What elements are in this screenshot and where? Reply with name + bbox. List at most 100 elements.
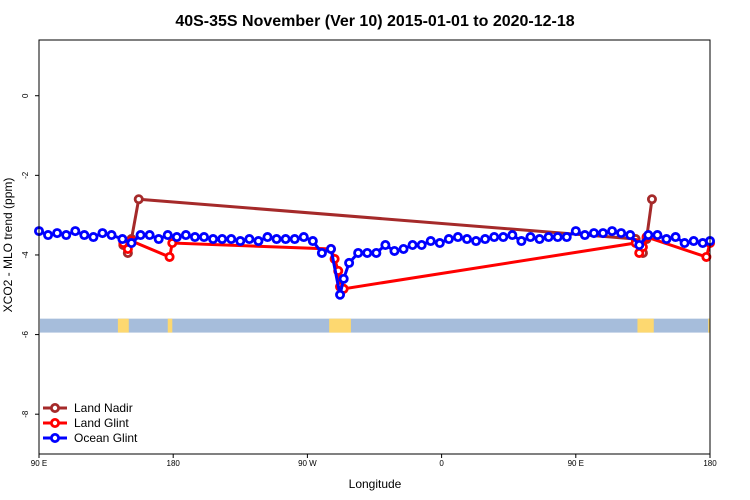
ocean-glint-point (625, 230, 636, 241)
ocean-glint-point (171, 232, 182, 243)
x-axis-label: Longitude (349, 477, 402, 491)
ocean-glint-point (416, 240, 427, 251)
ocean-glint-point (262, 232, 273, 243)
x-tick-label: 180 (703, 459, 717, 468)
ocean-glint-point (162, 230, 173, 241)
ocean-glint-point (525, 232, 536, 243)
series-layer (34, 194, 716, 300)
legend-label-land-nadir: Land Nadir (74, 401, 133, 415)
ocean-glint-point (652, 230, 663, 241)
ocean-glint-point (126, 238, 137, 249)
ocean-glint-point (552, 232, 563, 243)
ocean-glint-point (88, 232, 99, 243)
ocean-glint-point (443, 234, 454, 245)
land-glint-point (164, 251, 175, 262)
ocean-band (40, 318, 710, 333)
ocean-glint-point (199, 232, 210, 243)
ocean-glint-point (298, 232, 309, 243)
ocean-glint-point (335, 289, 346, 300)
plot-frame (38, 39, 711, 455)
ocean-glint-point (208, 234, 219, 245)
ocean-glint-point (534, 234, 545, 245)
axes: 90 E 180 90 W 0 90 E 180 0 -2 -4 -6 -8 (21, 93, 717, 468)
ocean-glint-point (153, 234, 164, 245)
land-patch (708, 318, 710, 333)
ocean-glint-point (226, 234, 237, 245)
ocean-glint-point (307, 236, 318, 247)
ocean-glint-point (106, 230, 117, 241)
ocean-glint-point (217, 234, 228, 245)
ocean-glint-point (253, 236, 264, 247)
land-nadir-point (133, 194, 144, 205)
ocean-glint-point (570, 226, 581, 237)
land-patch (329, 318, 351, 333)
ocean-glint-point (235, 236, 246, 247)
ocean-glint-point (289, 234, 300, 245)
ocean-glint-point (371, 247, 382, 258)
ocean-glint-point (452, 232, 463, 243)
land-nadir-point (646, 194, 657, 205)
ocean-glint-point (579, 230, 590, 241)
x-tick-label: 90 E (31, 459, 47, 468)
ocean-glint-point (588, 228, 599, 239)
ocean-glint-point (316, 247, 327, 258)
chart-title: 40S-35S November (Ver 10) 2015-01-01 to … (175, 13, 574, 30)
ocean-glint-point (489, 232, 500, 243)
ocean-glint-point (389, 245, 400, 256)
ocean-glint-point (598, 228, 609, 239)
legend-label-land-glint: Land Glint (74, 416, 129, 430)
y-tick-label: -2 (21, 171, 30, 179)
ocean-glint-point (325, 243, 336, 254)
y-tick-label: -4 (21, 251, 30, 259)
y-tick-label: -6 (21, 330, 30, 338)
legend-marker-ocean-glint (50, 432, 61, 443)
ocean-glint-point (79, 230, 90, 241)
ocean-glint-point (407, 240, 418, 251)
ocean-glint-point (561, 232, 572, 243)
ocean-glint-point (543, 232, 554, 243)
ocean-glint-point (434, 238, 445, 249)
ocean-glint-point (480, 234, 491, 245)
legend-label-ocean-glint: Ocean Glint (74, 431, 138, 445)
ocean-glint-point (117, 234, 128, 245)
ocean-glint-point (344, 257, 355, 268)
ocean-glint-point (180, 230, 191, 241)
ocean-glint-point (97, 228, 108, 239)
ocean-glint-point (362, 247, 373, 258)
y-tick-label: -8 (21, 410, 30, 418)
y-tick-label: 0 (21, 93, 30, 98)
ocean-glint-point (398, 243, 409, 254)
ocean-glint-point (244, 234, 255, 245)
ocean-glint-point (61, 230, 72, 241)
x-tick-label: 180 (167, 459, 181, 468)
ocean-glint-point (380, 240, 391, 251)
land-patch (167, 318, 173, 333)
land-patch (117, 318, 129, 333)
ocean-glint-point (70, 226, 81, 237)
ocean-glint-point (634, 240, 645, 251)
ocean-glint-point (643, 230, 654, 241)
land-glint-point (701, 251, 712, 262)
ocean-glint-point (471, 236, 482, 247)
ocean-glint-point (189, 232, 200, 243)
legend-marker-land-glint (50, 417, 61, 428)
x-tick-label: 90 E (568, 459, 584, 468)
ocean-glint-point (52, 228, 63, 239)
ocean-glint-point (616, 228, 627, 239)
ocean-glint-point (43, 230, 54, 241)
ocean-glint-point (461, 234, 472, 245)
x-tick-label: 90 W (298, 459, 317, 468)
x-tick-label: 0 (439, 459, 444, 468)
ocean-glint-point (425, 236, 436, 247)
series-ocean-glint (34, 226, 716, 300)
ocean-glint-point (516, 236, 527, 247)
ocean-glint-point (670, 232, 681, 243)
ocean-glint-point (607, 226, 618, 237)
ocean-glint-point (338, 273, 349, 284)
ocean-glint-point (688, 236, 699, 247)
ocean-glint-point (498, 232, 509, 243)
land-patch (637, 318, 654, 333)
ocean-glint-point (507, 230, 518, 241)
land-ocean-band (40, 318, 710, 333)
